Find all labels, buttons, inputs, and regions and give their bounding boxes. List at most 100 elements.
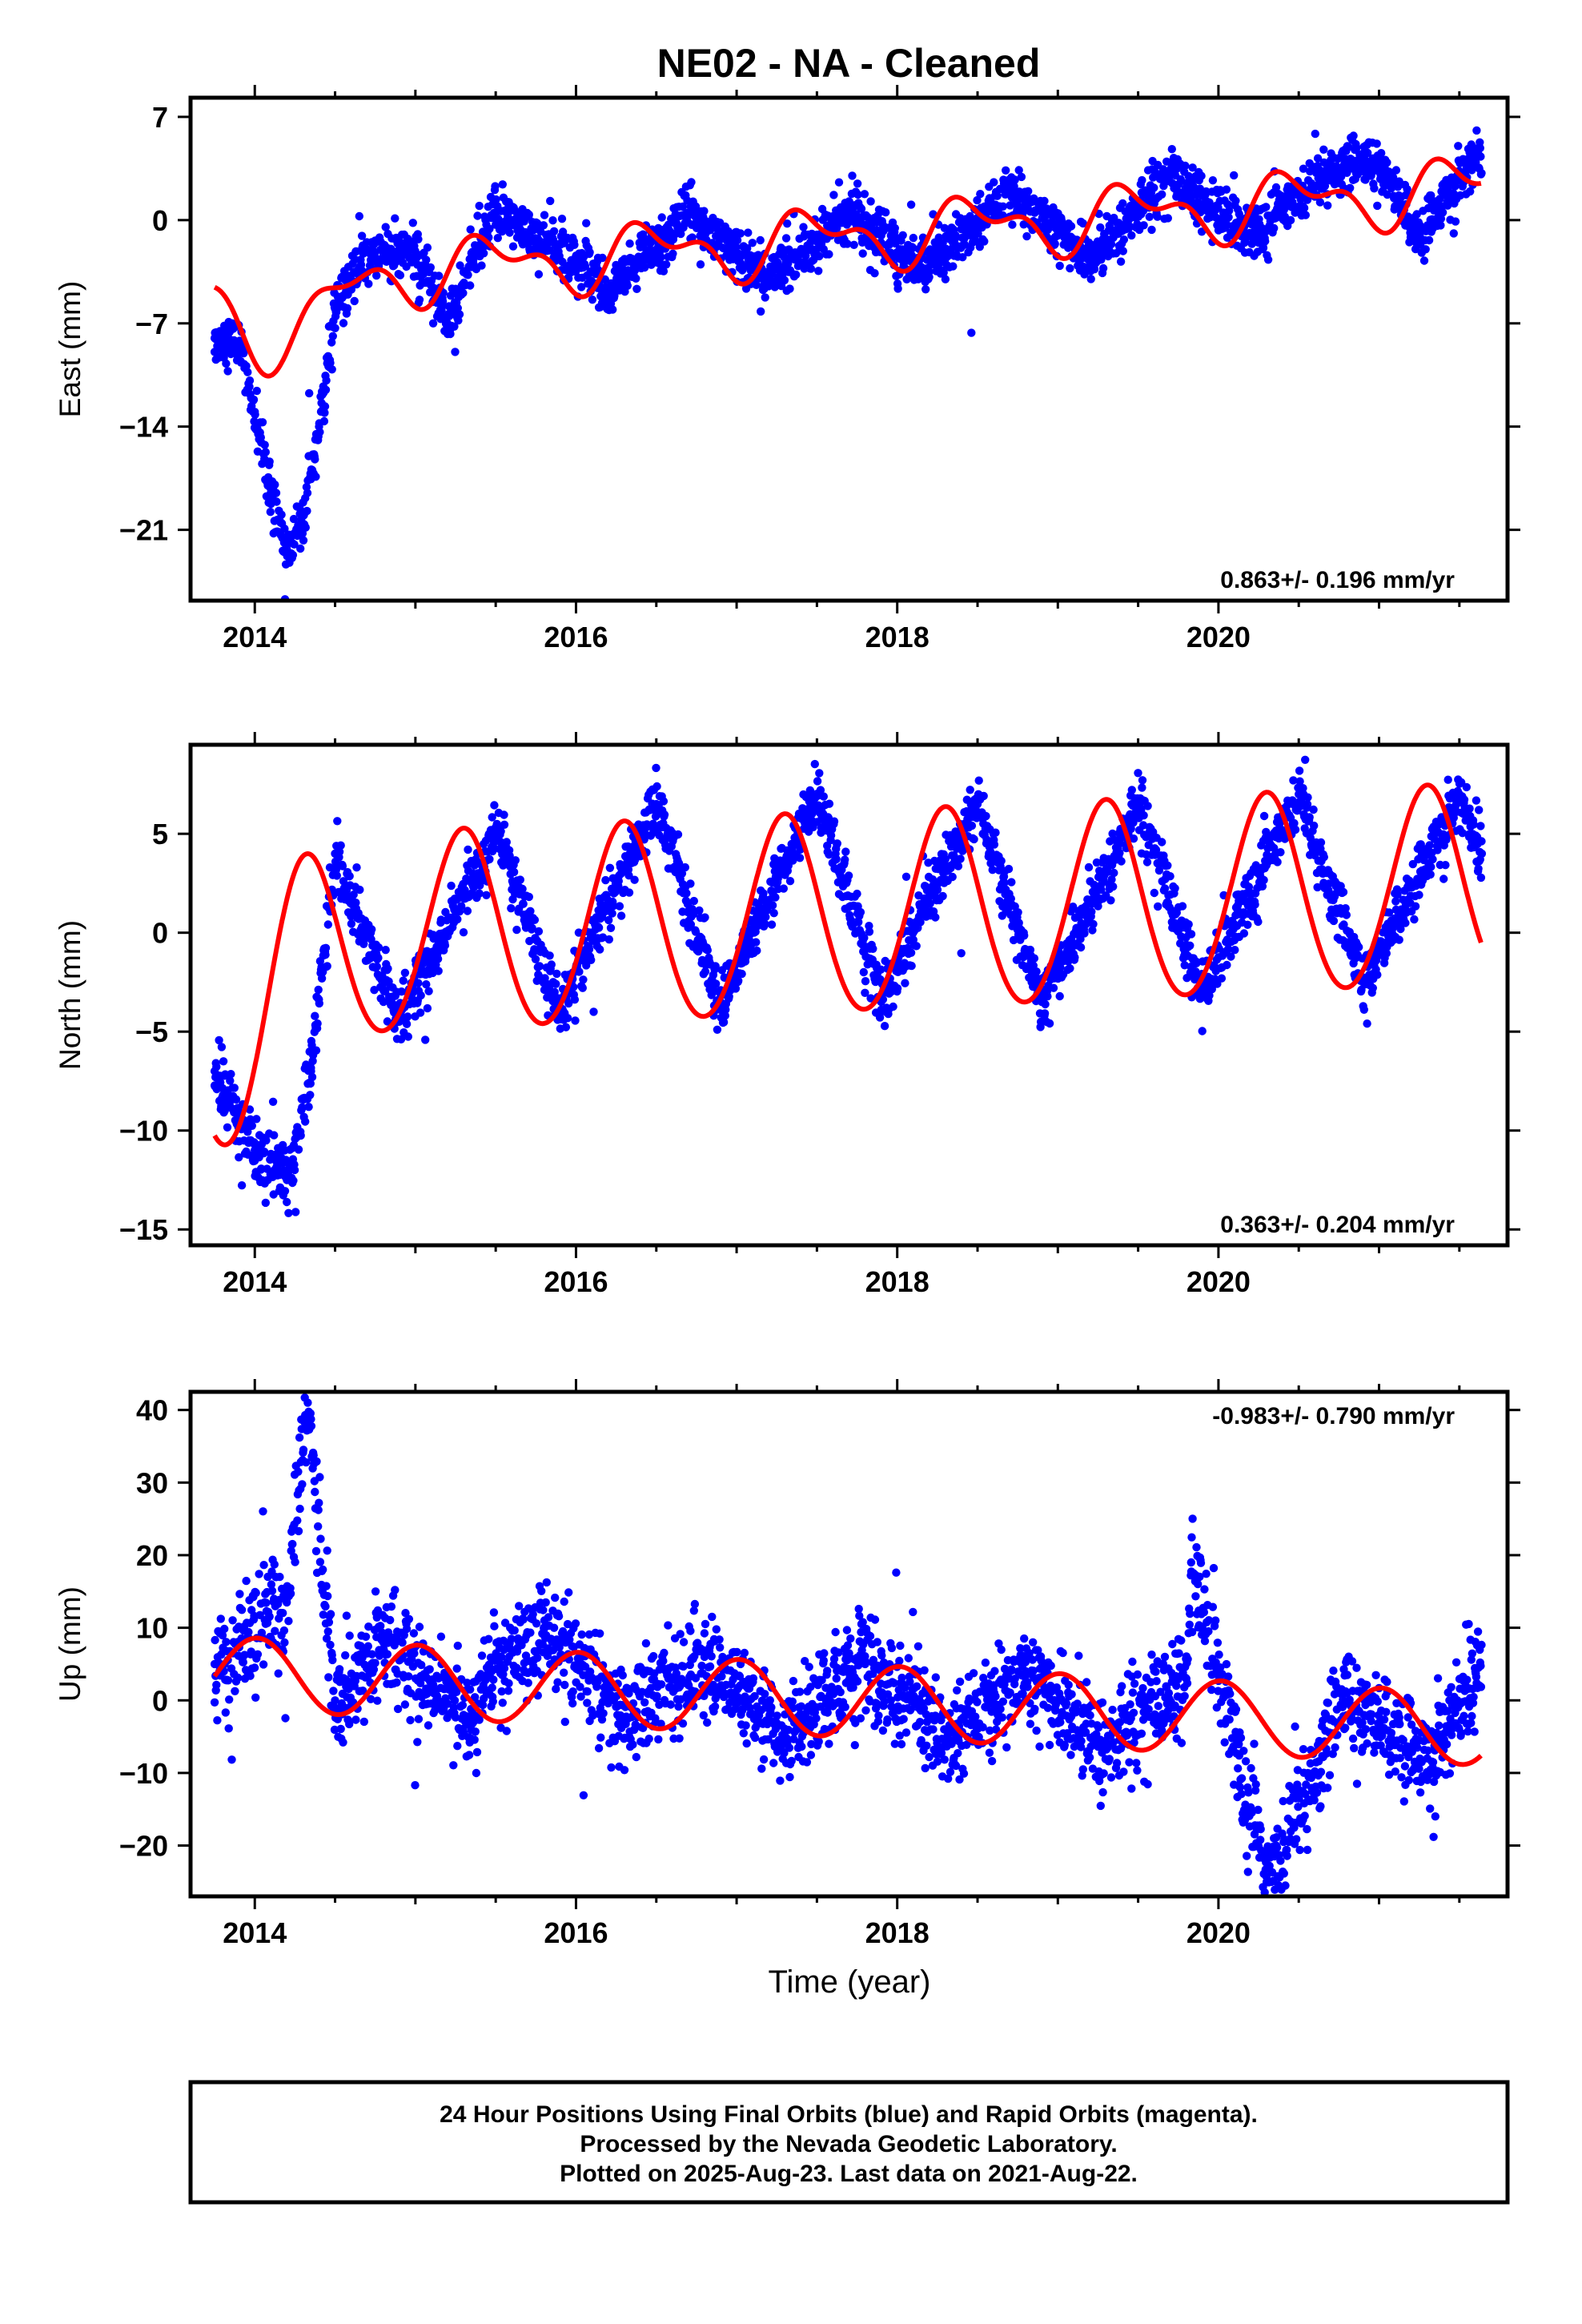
data-point (737, 969, 746, 979)
data-point (1286, 215, 1295, 225)
data-point (374, 943, 383, 952)
y-tick-label: 7 (152, 101, 168, 134)
data-point (659, 797, 669, 806)
data-point (357, 231, 367, 240)
data-point (1138, 776, 1147, 785)
data-point (490, 801, 499, 810)
data-point (245, 382, 254, 392)
data-point (1472, 126, 1481, 135)
data-point (416, 1008, 425, 1017)
data-point (1415, 231, 1423, 239)
data-point (845, 208, 853, 217)
data-point (1343, 143, 1353, 151)
data-point (1006, 201, 1014, 210)
data-point (243, 368, 252, 376)
rate-label: 0.863+/- 0.196 mm/yr (1220, 567, 1455, 593)
data-point (223, 1123, 232, 1132)
data-point (492, 195, 500, 204)
data-point (616, 911, 626, 920)
data-point (411, 252, 420, 262)
data-point (303, 489, 312, 497)
data-point (283, 1197, 291, 1207)
data-point (990, 178, 998, 187)
data-point (779, 884, 788, 893)
data-point (1427, 191, 1435, 200)
data-point (825, 250, 833, 259)
data-point (656, 252, 665, 262)
data-point (682, 889, 691, 898)
data-point (857, 204, 866, 213)
data-point (440, 941, 450, 950)
data-point (785, 877, 795, 886)
data-point (1263, 255, 1273, 264)
data-point (1299, 203, 1309, 212)
data-point (623, 281, 632, 290)
data-point (870, 269, 879, 278)
data-point (434, 967, 443, 975)
data-point (1273, 858, 1282, 866)
data-point (516, 875, 524, 884)
data-point (1313, 154, 1323, 163)
data-point (314, 985, 323, 995)
data-point (1127, 231, 1136, 240)
data-point (400, 968, 410, 978)
data-point (414, 979, 423, 987)
data-point (624, 888, 634, 897)
data-point (451, 348, 460, 356)
data-point (308, 1056, 317, 1066)
data-point (290, 540, 299, 549)
data-point (1066, 222, 1076, 231)
data-point (1045, 1019, 1054, 1028)
data-point (298, 1104, 307, 1112)
data-point (608, 909, 616, 918)
data-point (909, 233, 918, 243)
data-point (336, 841, 345, 850)
data-point (1349, 131, 1358, 140)
data-point (352, 863, 361, 872)
data-point (415, 296, 424, 304)
data-point (311, 1011, 319, 1020)
data-point (1098, 263, 1108, 273)
data-point (404, 1032, 412, 1041)
data-point (939, 268, 948, 277)
data-point (657, 213, 666, 222)
data-point (865, 927, 874, 936)
data-point (1049, 983, 1058, 992)
data-point (954, 862, 963, 870)
data-point (1368, 983, 1378, 993)
data-point (315, 422, 323, 431)
data-point (534, 270, 544, 279)
data-point (829, 817, 839, 826)
data-point (231, 1095, 241, 1104)
data-point (1310, 821, 1319, 830)
data-point (853, 190, 862, 199)
data-point (280, 1187, 290, 1196)
data-point (604, 935, 613, 944)
x-tick-label: 2016 (544, 621, 608, 653)
data-point (1359, 1005, 1369, 1015)
data-point (245, 376, 255, 385)
data-point (652, 782, 661, 791)
data-point (880, 1022, 889, 1031)
data-point (1167, 145, 1177, 154)
data-point (480, 249, 488, 258)
data-point (485, 224, 494, 233)
data-point (511, 856, 520, 865)
data-point (1118, 199, 1127, 208)
data-point (596, 945, 604, 954)
data-point (958, 253, 967, 262)
data-point (1375, 157, 1383, 166)
data-point (383, 1017, 392, 1026)
data-point (219, 1057, 228, 1066)
data-point (557, 215, 567, 223)
data-point (262, 1136, 271, 1145)
data-point (957, 949, 966, 958)
data-point (1403, 185, 1411, 194)
data-point (1020, 931, 1029, 940)
data-point (632, 274, 640, 283)
data-point (299, 536, 308, 545)
data-point (1419, 256, 1429, 265)
data-point (1254, 917, 1263, 927)
data-point (795, 854, 805, 862)
